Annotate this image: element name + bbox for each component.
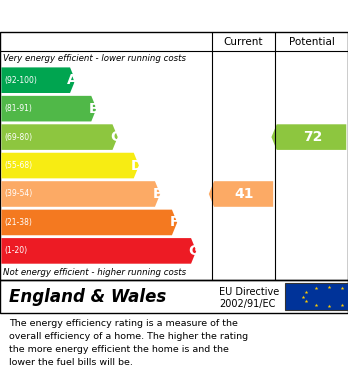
Text: (69-80): (69-80) [4,133,32,142]
Text: Very energy efficient - lower running costs: Very energy efficient - lower running co… [3,54,187,63]
Bar [285,283,348,310]
Text: England & Wales: England & Wales [9,287,166,305]
Polygon shape [271,124,346,150]
Text: Potential: Potential [288,36,334,47]
Text: D: D [130,158,142,172]
Text: Energy Efficiency Rating: Energy Efficiency Rating [9,9,211,23]
Polygon shape [1,124,118,150]
Text: G: G [188,244,199,258]
Text: 72: 72 [303,130,322,144]
Polygon shape [1,153,139,178]
Text: A: A [67,73,78,87]
Text: Current: Current [224,36,263,47]
Text: C: C [110,130,120,144]
Text: E: E [153,187,162,201]
Polygon shape [1,67,75,93]
Text: B: B [89,102,99,116]
Text: F: F [170,215,179,230]
Polygon shape [1,96,96,122]
Text: (55-68): (55-68) [4,161,32,170]
Polygon shape [1,210,177,235]
Text: (81-91): (81-91) [4,104,32,113]
Text: EU Directive: EU Directive [219,287,279,296]
Text: The energy efficiency rating is a measure of the
overall efficiency of a home. T: The energy efficiency rating is a measur… [9,319,248,367]
Polygon shape [1,181,160,207]
Text: (39-54): (39-54) [4,190,32,199]
Text: 41: 41 [235,187,254,201]
Text: Not energy efficient - higher running costs: Not energy efficient - higher running co… [3,268,187,277]
Text: (92-100): (92-100) [4,76,37,85]
Text: 2002/91/EC: 2002/91/EC [219,299,276,309]
Text: (21-38): (21-38) [4,218,32,227]
Text: (1-20): (1-20) [4,246,27,255]
Polygon shape [209,181,273,207]
Polygon shape [1,238,196,264]
